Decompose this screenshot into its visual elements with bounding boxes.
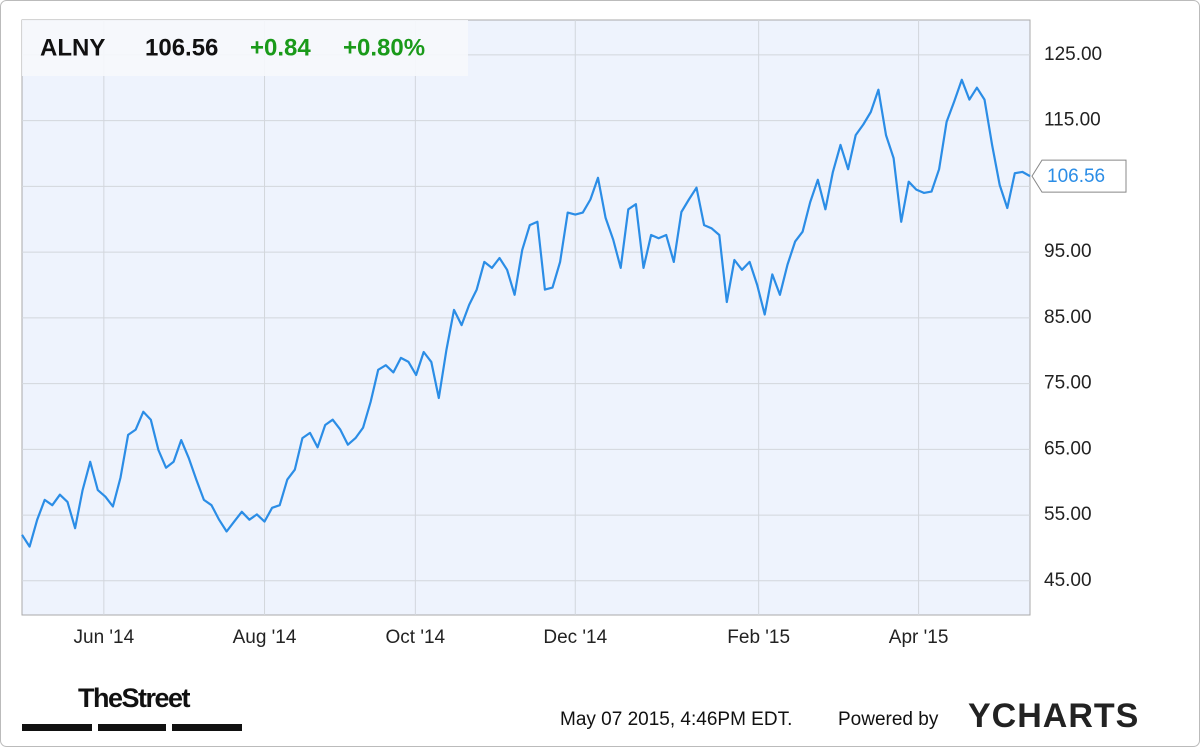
timestamp: May 07 2015, 4:46PM EDT. — [560, 709, 792, 730]
y-tick-label: 75.00 — [1044, 373, 1092, 394]
logo-bar — [22, 724, 92, 731]
x-tick-label: Jun '14 — [74, 627, 135, 648]
logo-bar — [98, 724, 166, 731]
x-tick-label: Feb '15 — [727, 627, 790, 648]
last-value-callout — [1031, 159, 1127, 193]
ticker: ALNY — [40, 34, 105, 61]
change-pct: +0.80% — [343, 34, 425, 61]
y-tick-label: 45.00 — [1044, 570, 1092, 591]
price: 106.56 — [145, 34, 218, 61]
y-tick-label: 85.00 — [1044, 307, 1092, 328]
logo: TheStreet — [78, 683, 191, 713]
y-tick-label: 125.00 — [1044, 44, 1102, 65]
y-tick-label: 95.00 — [1044, 241, 1092, 262]
y-tick-label: 115.00 — [1044, 110, 1101, 131]
last-value-label: 106.56 — [1047, 166, 1105, 187]
x-tick-label: Aug '14 — [233, 627, 297, 648]
change: +0.84 — [250, 34, 311, 61]
x-tick-label: Apr '15 — [889, 627, 949, 648]
header-box — [22, 20, 468, 76]
brand: YCHARTS — [968, 697, 1139, 735]
y-tick-label: 55.00 — [1044, 504, 1092, 525]
logo-bar — [172, 724, 242, 731]
x-tick-label: Dec '14 — [543, 627, 607, 648]
x-tick-label: Oct '14 — [386, 627, 446, 648]
y-tick-label: 65.00 — [1044, 438, 1092, 459]
price-line — [21, 78, 1031, 548]
powered-by: Powered by — [838, 709, 939, 730]
